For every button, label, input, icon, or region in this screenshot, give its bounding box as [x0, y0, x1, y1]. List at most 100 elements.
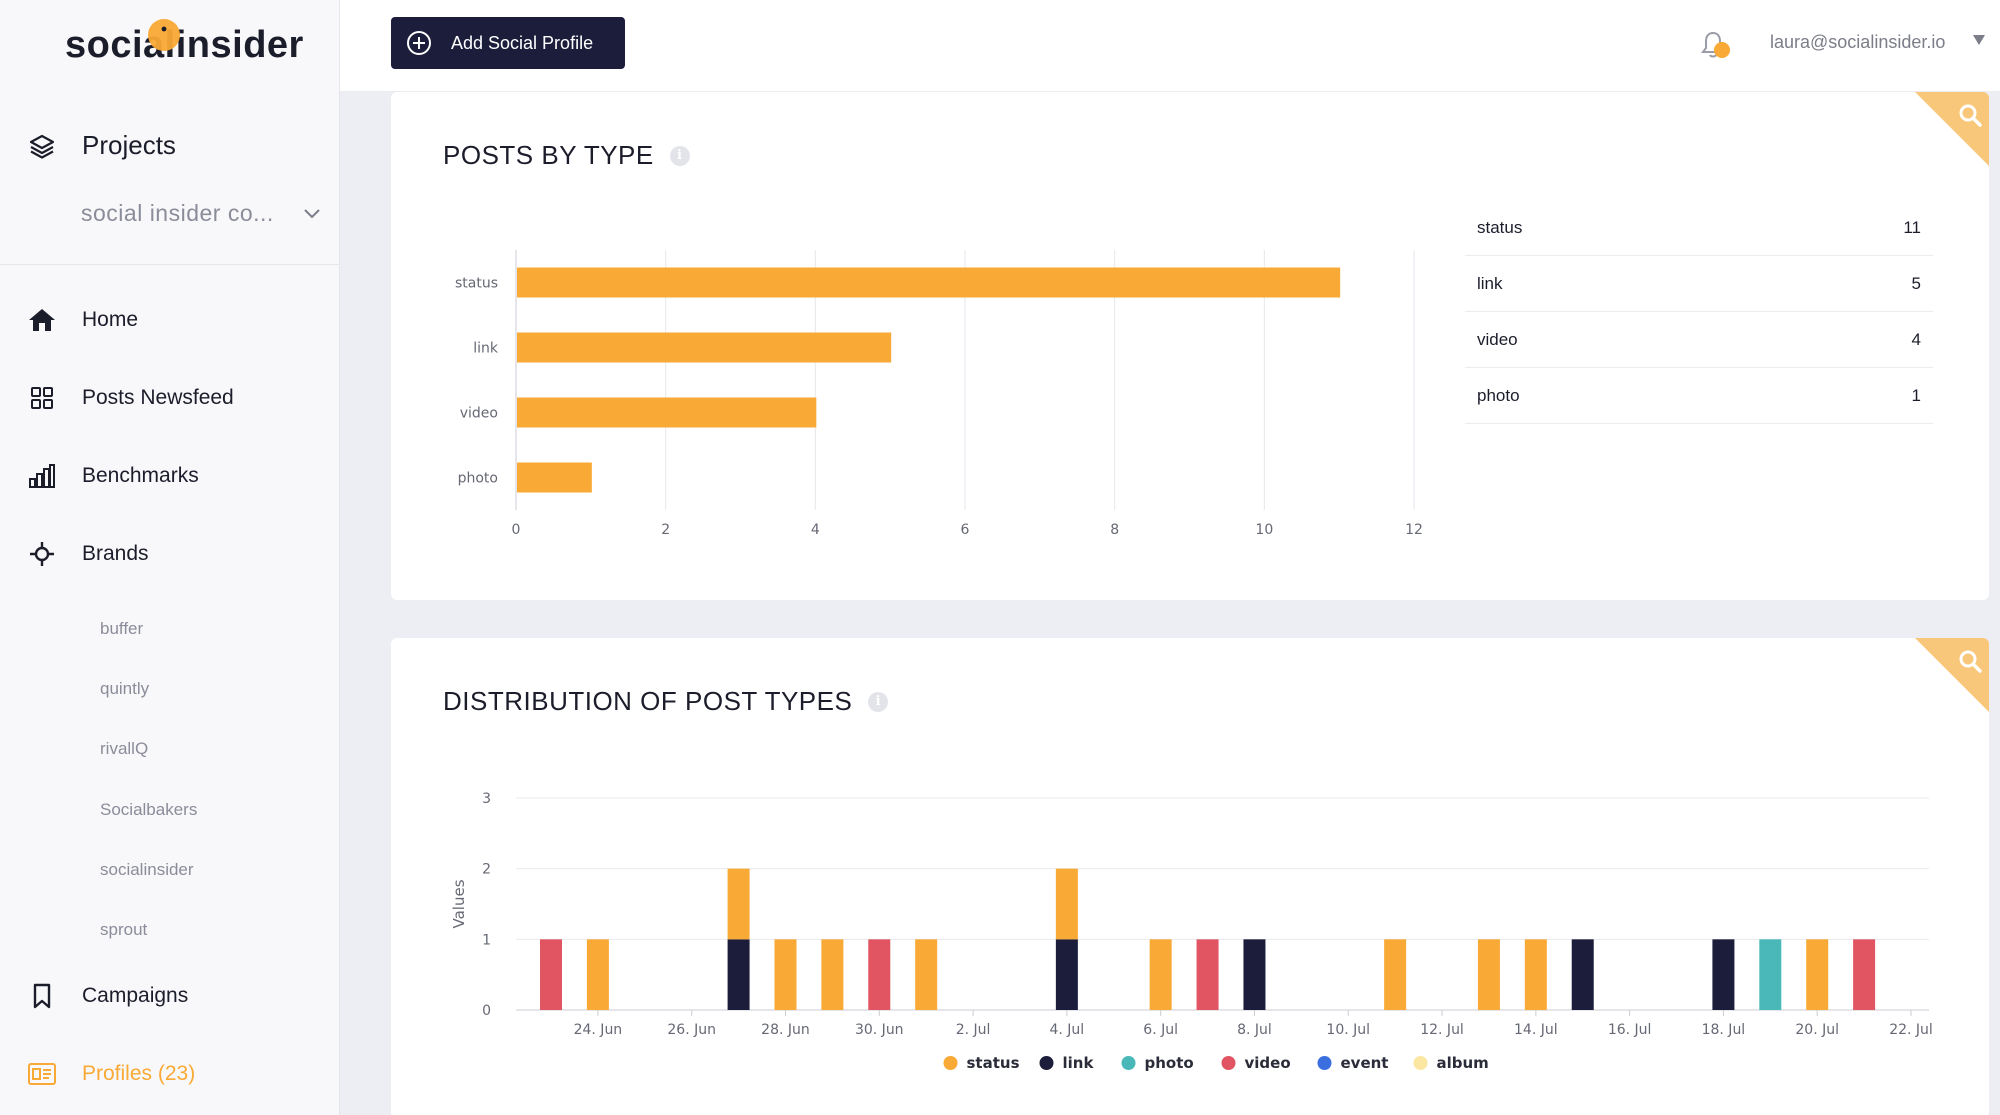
- row-label: video: [1477, 329, 1518, 349]
- logo[interactable]: socialinsider: [65, 24, 304, 67]
- magnifier-icon: [1959, 650, 1982, 673]
- bar-segment: [727, 868, 750, 940]
- y-tick-label: status: [455, 276, 498, 292]
- brand-item[interactable]: socialinsider: [100, 860, 194, 879]
- legend-label: event: [1341, 1054, 1389, 1072]
- home-icon: [28, 306, 56, 334]
- x-tick-label: 6: [961, 522, 970, 538]
- sidebar-item-posts-newsfeed[interactable]: Posts Newsfeed: [28, 384, 234, 412]
- brand-item[interactable]: rivallQ: [100, 739, 149, 758]
- x-tick-label: 6. Jul: [1143, 1022, 1178, 1038]
- x-tick-label: 20. Jul: [1795, 1022, 1839, 1038]
- legend-label: photo: [1145, 1054, 1194, 1072]
- bar-segment: [1196, 939, 1219, 1010]
- row-label: photo: [1477, 385, 1520, 405]
- x-tick-label: 14. Jul: [1514, 1022, 1558, 1038]
- x-tick-label: 2: [661, 522, 670, 538]
- y-tick-label: 0: [482, 1003, 491, 1019]
- table-row: link 5: [1465, 256, 1933, 312]
- project-select[interactable]: social insider co...: [81, 200, 321, 227]
- sidebar: socialinsider Projects social insider co…: [0, 0, 340, 1115]
- x-tick-label: 10: [1255, 522, 1273, 538]
- bookmark-icon: [28, 982, 56, 1010]
- posts-by-type-chart: 0 2 4 6 8 10 12 status link video photo: [455, 250, 1423, 538]
- y-tick-label: 1: [482, 932, 491, 948]
- card-title-text: POSTS BY TYPE: [443, 140, 654, 170]
- posts-by-type-title: POSTS BY TYPE i: [443, 140, 690, 171]
- bar-segment: [1524, 939, 1547, 1010]
- y-tick-label: 3: [482, 791, 491, 807]
- bar-segment: [1759, 939, 1782, 1010]
- bar: [517, 332, 892, 363]
- bar-segment: [1853, 939, 1876, 1010]
- sidebar-item-label: Home: [82, 308, 139, 331]
- profile-card-icon: [28, 1060, 56, 1088]
- top-bar: Add Social Profile laura@socialinsider.i…: [340, 0, 2000, 92]
- caret-down-icon[interactable]: [1972, 34, 1986, 46]
- grid-icon: [28, 384, 56, 412]
- x-tick-label: 12: [1405, 522, 1423, 538]
- logo-dot-icon: [148, 19, 180, 51]
- bar-segment: [1712, 939, 1735, 1010]
- sidebar-item-campaigns[interactable]: Campaigns: [28, 982, 188, 1010]
- y-tick-label: 2: [482, 862, 491, 878]
- sidebar-item-label: Campaigns: [82, 984, 189, 1007]
- bell-icon[interactable]: [1698, 28, 1732, 62]
- legend-swatch: [1221, 1056, 1236, 1070]
- brand-item[interactable]: Socialbakers: [100, 800, 198, 819]
- row-label: status: [1477, 217, 1523, 237]
- magnifier-icon: [1959, 104, 1982, 127]
- y-axis-label: Values: [450, 879, 468, 928]
- bar-chart-icon: [28, 462, 56, 490]
- x-tick-label: 10. Jul: [1326, 1022, 1370, 1038]
- info-icon[interactable]: i: [669, 145, 690, 166]
- zoom-corner-button[interactable]: [1915, 638, 1989, 712]
- bar-segment: [1055, 939, 1078, 1010]
- posts-by-type-table: status 11 link 5 video 4 photo 1: [1465, 200, 1933, 424]
- brand-item[interactable]: sprout: [100, 920, 148, 939]
- legend-swatch: [943, 1056, 958, 1070]
- row-label: link: [1477, 273, 1503, 293]
- x-tick-label: 8. Jul: [1237, 1022, 1272, 1038]
- x-tick-label: 8: [1110, 522, 1119, 538]
- x-tick-label: 18. Jul: [1702, 1022, 1746, 1038]
- projects-header[interactable]: Projects: [28, 130, 176, 161]
- x-tick-label: 2. Jul: [956, 1022, 991, 1038]
- legend-label: album: [1437, 1054, 1489, 1072]
- y-tick-label: link: [473, 341, 499, 357]
- row-value: 1: [1911, 385, 1921, 405]
- bar-segment: [540, 939, 562, 1010]
- y-tick-label: photo: [458, 471, 498, 487]
- sidebar-item-brands[interactable]: Brands: [28, 540, 149, 568]
- y-tick-label: video: [460, 406, 498, 422]
- sidebar-item-home[interactable]: Home: [28, 306, 138, 334]
- row-value: 11: [1903, 217, 1921, 237]
- logo-text: socialinsider: [65, 24, 304, 66]
- info-icon[interactable]: i: [868, 691, 889, 712]
- bar: [517, 462, 592, 493]
- add-social-profile-button[interactable]: Add Social Profile: [391, 17, 625, 69]
- zoom-corner-button[interactable]: [1915, 92, 1989, 166]
- layers-icon: [28, 132, 56, 160]
- add-social-profile-label: Add Social Profile: [451, 32, 594, 53]
- user-email[interactable]: laura@socialinsider.io: [1770, 32, 1946, 52]
- corner-triangle: [1915, 638, 1989, 712]
- sidebar-item-label: Posts Newsfeed: [82, 386, 234, 409]
- sidebar-item-benchmarks[interactable]: Benchmarks: [28, 462, 199, 490]
- x-tick-label: 28. Jun: [761, 1022, 810, 1038]
- x-tick-label: 4: [811, 522, 820, 538]
- sidebar-item-label: Profiles (23): [82, 1062, 196, 1085]
- row-value: 4: [1911, 329, 1921, 349]
- bar-segment: [1571, 939, 1594, 1010]
- card-title-text: DISTRIBUTION OF POST TYPES: [443, 686, 853, 716]
- table-row: video 4: [1465, 312, 1933, 368]
- bar-segment: [1384, 939, 1407, 1010]
- plus-circle-icon: [407, 31, 431, 55]
- x-tick-label: 22. Jul: [1889, 1022, 1933, 1038]
- x-tick-label: 26. Jun: [667, 1022, 716, 1038]
- brand-item[interactable]: quintly: [100, 679, 150, 698]
- x-tick-label: 30. Jun: [855, 1022, 904, 1038]
- brand-item[interactable]: buffer: [100, 619, 144, 638]
- sidebar-item-profiles[interactable]: Profiles (23): [28, 1060, 195, 1088]
- bar: [517, 397, 817, 428]
